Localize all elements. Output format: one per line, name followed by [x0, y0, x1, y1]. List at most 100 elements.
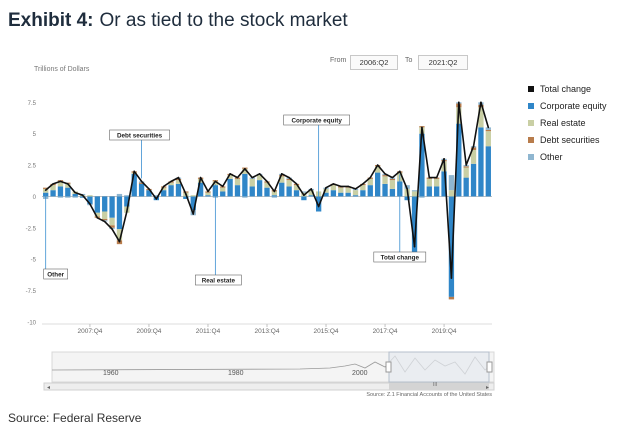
equity-bar	[323, 192, 329, 197]
equity-bar	[256, 180, 263, 197]
equity-bar	[57, 186, 64, 197]
debt-bar	[448, 296, 455, 300]
legend-label: Other	[540, 151, 563, 162]
legend-swatch-total	[528, 85, 534, 92]
navigator-scroll-thumb[interactable]	[389, 383, 489, 390]
total-change-point	[354, 188, 357, 190]
equity-bar	[470, 163, 477, 197]
equity-bar	[456, 123, 462, 197]
equity-bar	[411, 196, 418, 253]
other-bar	[419, 196, 425, 198]
equity-bar	[227, 178, 233, 197]
equity-bar	[102, 196, 108, 212]
y-tick-label: -7.5	[26, 289, 37, 295]
total-change-point	[376, 164, 379, 166]
total-change-point	[244, 168, 246, 170]
equity-bar	[50, 190, 56, 197]
legend-item-real-estate[interactable]: Real estate	[528, 114, 607, 131]
equity-bar	[146, 190, 152, 197]
real-estate-bar	[463, 167, 469, 178]
equity-bar	[242, 173, 248, 197]
total-change-point	[192, 213, 195, 215]
real-estate-bar	[87, 195, 93, 197]
equity-bar	[301, 196, 307, 201]
navigator-left-handle[interactable]	[385, 361, 392, 373]
range-navigator[interactable]: ◂ ▸	[43, 351, 495, 391]
legend-item-debt-securities[interactable]: Debt securities	[528, 131, 607, 148]
y-tick-label: -5	[31, 258, 37, 264]
equity-bar	[131, 173, 137, 197]
annotation-label: Real estate	[202, 277, 236, 284]
annotation-label: Debt securities	[117, 132, 163, 139]
total-change-point	[332, 183, 335, 185]
x-axis: 2007:Q4 2009:Q4 2011:Q4 2013:Q4 2015:Q4 2017:…	[42, 323, 492, 335]
navigator-year-1980: 1980	[228, 370, 244, 377]
equity-bar	[72, 193, 78, 197]
annotation-box	[373, 251, 427, 263]
total-change-point	[221, 185, 224, 188]
scroll-thumb-grip: III	[433, 382, 438, 388]
y-tick-label: 2.5	[28, 164, 37, 170]
equity-bar	[264, 187, 270, 197]
chart-title: Or as tied to the stock market	[99, 10, 348, 31]
equity-bar	[426, 186, 432, 197]
x-tick-label: 2015:Q4	[314, 328, 339, 335]
navigator-selection[interactable]	[388, 351, 490, 383]
total-change-point	[207, 190, 209, 193]
real-estate-bar	[65, 183, 71, 188]
real-estate-bar	[220, 187, 226, 192]
equity-bar	[308, 195, 314, 197]
from-date-input[interactable]: 2006:Q2	[350, 55, 398, 70]
navigator-scrollbar[interactable]	[43, 382, 495, 391]
total-change-point	[81, 194, 84, 196]
other-bar	[448, 175, 455, 191]
equity-bar	[190, 196, 196, 211]
legend-item-other[interactable]: Other	[528, 148, 607, 165]
other-bar	[271, 196, 278, 198]
x-tick-label: 2009:Q4	[136, 328, 161, 335]
equity-bar	[271, 195, 278, 197]
real-estate-bar	[50, 185, 56, 191]
real-estate-bar	[168, 182, 174, 186]
total-change-point	[288, 176, 290, 179]
other-bar	[485, 127, 491, 130]
real-estate-bar	[352, 190, 359, 196]
real-estate-bar	[411, 191, 418, 197]
equity-bar	[404, 196, 410, 201]
total-change-point	[140, 180, 143, 183]
legend-swatch-debt	[528, 136, 534, 143]
real-estate-bar	[323, 188, 329, 193]
total-change-point	[236, 176, 239, 179]
navigator-right-handle[interactable]	[486, 361, 493, 373]
total-change-point	[295, 183, 298, 185]
real-estate-bar	[264, 182, 270, 188]
scroll-left-arrow[interactable]: ◂	[47, 385, 50, 391]
total-change-point	[443, 157, 445, 160]
real-estate-bar	[426, 178, 432, 187]
real-estate-bar	[256, 175, 263, 181]
annotation-box	[195, 274, 242, 286]
real-estate-bar	[116, 229, 123, 241]
total-change-point	[347, 185, 349, 188]
total-change-point	[413, 245, 416, 248]
real-estate-bar	[367, 178, 373, 186]
equity-bar	[352, 195, 359, 197]
real-estate-bar	[57, 181, 64, 187]
total-change-point	[74, 191, 76, 194]
real-estate-bar	[286, 180, 292, 187]
real-estate-bar	[448, 190, 455, 197]
x-tick-label: 2019:Q4	[432, 328, 457, 335]
total-change-point	[465, 164, 467, 166]
real-estate-bar	[434, 178, 440, 187]
total-change-point	[258, 173, 261, 175]
real-estate-bar	[338, 187, 344, 193]
total-change-point	[52, 183, 54, 185]
total-change-point	[280, 173, 283, 175]
to-label: To	[405, 57, 413, 64]
scroll-right-arrow[interactable]: ▸	[486, 385, 489, 391]
legend-item-corporate-equity[interactable]: Corporate equity	[528, 97, 607, 114]
total-change-point	[273, 190, 276, 193]
to-date-input[interactable]: 2021:Q2	[418, 55, 468, 70]
legend-item-total-change[interactable]: Total change	[528, 80, 607, 97]
equity-bar	[116, 196, 123, 230]
